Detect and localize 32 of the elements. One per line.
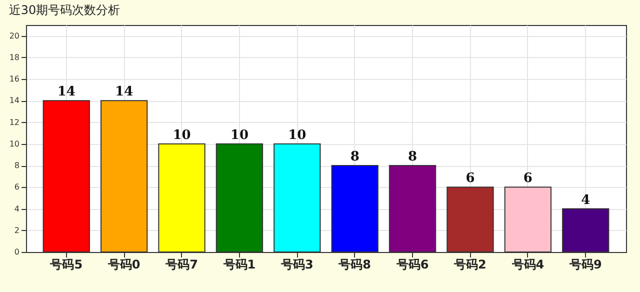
data-label: 8	[408, 150, 418, 165]
data-label: 6	[523, 171, 532, 186]
x-tick-label: 号码2	[453, 258, 486, 272]
y-tick-label: 12	[9, 118, 20, 127]
y-tick-label: 10	[9, 139, 20, 148]
y-tick-label: 0	[14, 248, 20, 256]
y-tick-label: 16	[9, 74, 20, 84]
data-label: 10	[230, 128, 249, 143]
y-tick-label: 8	[14, 161, 20, 170]
x-tick-label: 号码6	[395, 258, 429, 272]
data-label: 6	[466, 171, 475, 186]
y-tick-label: 6	[14, 182, 20, 192]
y-tick-label: 2	[14, 226, 20, 235]
data-label: 4	[581, 192, 590, 208]
x-tick-label: 号码8	[338, 258, 372, 272]
x-tick-label: 号码1	[222, 258, 256, 272]
x-tick-label: 号码0	[106, 258, 140, 272]
data-label: 10	[288, 128, 306, 143]
x-tick-label: 号码9	[568, 258, 602, 272]
data-label: 14	[57, 84, 76, 100]
chart-title: 近30期号码次数分析	[8, 3, 120, 17]
data-label: 14	[115, 84, 134, 100]
data-label: 10	[172, 128, 191, 143]
y-tick-label: 20	[9, 31, 20, 40]
y-tick-label: 4	[14, 204, 20, 214]
x-tick-label: 号码3	[280, 258, 314, 272]
data-label: 8	[350, 150, 360, 165]
y-tick-label: 14	[9, 96, 20, 106]
x-tick-label: 号码7	[164, 258, 198, 272]
y-tick-label: 18	[9, 52, 20, 62]
x-tick-label: 号码5	[49, 258, 83, 272]
x-tick-label: 号码4	[510, 258, 544, 272]
